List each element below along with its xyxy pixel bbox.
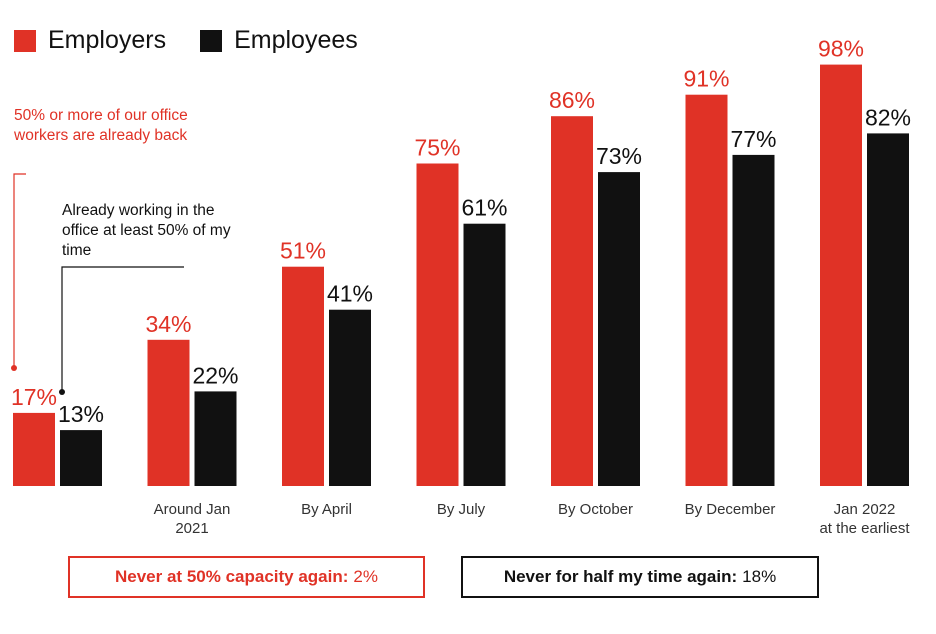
- employers-bar-1: [147, 339, 190, 486]
- employees-value-label-5: 77%: [730, 126, 776, 152]
- employers-annotation-leader: [13, 173, 26, 366]
- employers-footnote-box: Never at 50% capacity again: 2%: [68, 556, 425, 598]
- employees-value-label-6: 82%: [865, 104, 911, 130]
- employers-value-label-0: 17%: [11, 384, 57, 410]
- employers-footnote-value: 2%: [353, 567, 378, 586]
- employees-bar-4: [598, 172, 640, 486]
- employers-footnote-label: Never at 50% capacity again:: [115, 567, 349, 586]
- employees-value-label-0: 13%: [58, 401, 104, 427]
- employers-value-label-4: 86%: [549, 87, 595, 113]
- employers-annotation-dot: [11, 365, 17, 371]
- employees-footnote-label: Never for half my time again:: [503, 567, 738, 586]
- employees-bar-5: [732, 154, 775, 486]
- employees-value-label-4: 73%: [596, 143, 642, 169]
- employers-value-label-2: 51%: [280, 238, 326, 264]
- x-tick-label-5: By December: [685, 501, 776, 518]
- employees-annotation-leader: [61, 266, 184, 390]
- employers-value-label-5: 91%: [683, 66, 729, 92]
- employees-value-label-2: 41%: [327, 281, 373, 307]
- employers-annotation: 50% or more of our office workers are al…: [14, 107, 188, 144]
- legend: Employers Employees: [14, 26, 392, 55]
- employers-bar-0: [13, 412, 55, 486]
- legend-item-employees: Employees: [200, 26, 358, 55]
- legend-label-employers: Employers: [48, 26, 167, 54]
- employers-bar-5: [685, 94, 728, 486]
- employers-value-label-1: 34%: [145, 311, 191, 337]
- x-tick-label-4: By October: [558, 501, 633, 518]
- employees-footnote-box: Never for half my time again: 18%: [461, 556, 819, 598]
- legend-swatch-employees: [200, 29, 223, 52]
- legend-item-employers: Employers: [14, 26, 166, 55]
- x-tick-label-2: By April: [301, 501, 352, 518]
- employees-bar-2: [329, 309, 371, 486]
- employers-value-label-6: 98%: [818, 36, 864, 62]
- employees-annotation: Already working in the office at least 5…: [62, 202, 231, 259]
- legend-swatch-employers: [14, 29, 36, 52]
- employees-bar-6: [867, 133, 909, 486]
- employers-value-label-3: 75%: [414, 135, 460, 161]
- employees-bar-1: [194, 391, 237, 486]
- employers-bar-6: [820, 64, 862, 486]
- employers-bar-4: [551, 116, 593, 486]
- employers-bar-3: [416, 163, 459, 486]
- x-tick-label-1: Around Jan 2021: [154, 501, 231, 537]
- employers-bar-2: [282, 266, 324, 486]
- employees-annotation-dot: [59, 389, 65, 395]
- x-tick-label-6: Jan 2022 at the earliest: [819, 501, 910, 537]
- employees-value-label-3: 61%: [461, 195, 507, 221]
- employees-value-label-1: 22%: [192, 362, 238, 388]
- employees-bar-3: [463, 223, 506, 486]
- employees-footnote-value: 18%: [742, 567, 777, 586]
- employees-bar-0: [60, 430, 102, 486]
- legend-label-employees: Employees: [234, 26, 358, 54]
- x-tick-label-3: By July: [437, 501, 486, 518]
